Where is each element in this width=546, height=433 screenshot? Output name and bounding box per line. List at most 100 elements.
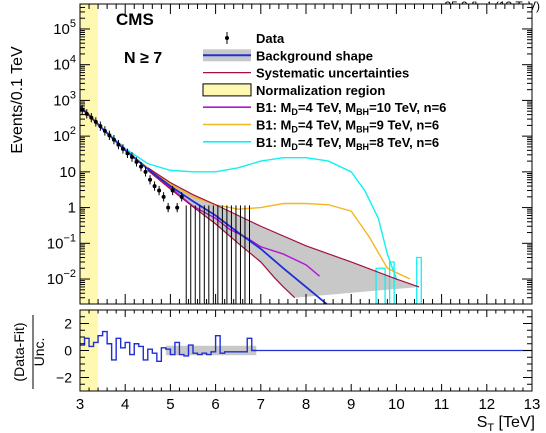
legend-entry-background: Background shape: [203, 48, 373, 63]
data-point: [157, 185, 162, 196]
legend-entry-b1_9: B1: MD=4 TeV, MBH=9 TeV, n=6: [203, 118, 439, 135]
data-point-marker: [152, 184, 157, 189]
ratio-y-tick-label: 0: [64, 343, 72, 359]
x-tick-label: 12: [478, 396, 495, 413]
data-point-marker: [175, 205, 180, 210]
data-point-marker: [93, 119, 98, 124]
legend-label: B1: MD=4 TeV, MBH=9 TeV, n=6: [256, 118, 439, 135]
data-point: [129, 152, 134, 162]
x-tick-label: 10: [388, 396, 405, 413]
signal-spike-1: [388, 261, 395, 304]
data-point-marker: [111, 137, 116, 142]
data-point-marker: [120, 146, 125, 151]
syst-up-line: [147, 167, 420, 288]
ratio-panel: −202 3 4 5 6 7 8 9 10 11 12 13 (Data-Fit) Unc. ST …: [11, 4, 540, 433]
data-point-marker: [148, 177, 153, 182]
data-point: [134, 157, 139, 167]
data-point-marker: [179, 194, 184, 199]
cms-label: CMS: [116, 10, 154, 29]
legend-entry-syst: Systematic uncertainties: [203, 66, 409, 81]
signal-spike-2: [416, 256, 422, 304]
legend-label-part: B1: M: [256, 118, 291, 133]
legend-entry-b1_8: B1: MD=4 TeV, MBH=8 TeV, n=6: [203, 135, 439, 152]
legend-label: B1: MD=4 TeV, MBH=8 TeV, n=6: [256, 135, 439, 152]
y-tick-label: 10−2: [47, 268, 76, 288]
data-point-marker: [166, 205, 171, 210]
systematic-band-fill: [147, 167, 420, 298]
data-point-marker: [98, 124, 103, 129]
legend-label-sub: BH: [356, 142, 369, 152]
data-point: [84, 109, 89, 119]
y-tick-label-exponent: 3: [70, 89, 76, 101]
legend-label: Data: [256, 31, 285, 46]
main-y-axis-label: Events/0.1 TeV: [9, 46, 26, 154]
data-point: [102, 126, 107, 136]
legend-label-part: =4 TeV, M: [298, 118, 356, 133]
x-tick-label: 7: [257, 396, 265, 413]
normalization-region-band: [80, 4, 99, 304]
data-point-marker: [134, 159, 139, 164]
data-point: [111, 134, 116, 145]
legend-label-part: =4 TeV, M: [298, 135, 356, 150]
data-point-marker: [102, 128, 107, 133]
y-tick-label: 103: [53, 89, 76, 109]
x-axis-label-main: S: [477, 414, 488, 431]
legend-label: B1: MD=4 TeV, MBH=10 TeV, n=6: [256, 100, 446, 117]
data-point-marker: [116, 142, 121, 147]
selection-label: N ≥ 7: [124, 50, 162, 67]
y-tick-label: 10: [59, 164, 76, 181]
ratio-y-label-denominator: Unc.: [31, 338, 47, 367]
data-point-marker: [139, 164, 144, 169]
legend-label-part: B1: M: [256, 135, 291, 150]
data-point-marker: [161, 194, 166, 199]
legend-label-part: =4 TeV, M: [298, 100, 356, 115]
x-tick-label: 9: [347, 396, 355, 413]
data-point: [107, 130, 112, 141]
data-point-marker: [89, 115, 94, 120]
y-tick-label-exponent: 5: [70, 18, 76, 30]
legend-swatch-norm-box: [202, 83, 252, 97]
y-tick-label-base: 10: [53, 92, 70, 109]
syst-down-line: [147, 169, 296, 299]
data-point-marker: [107, 133, 112, 138]
data-point: [93, 117, 98, 127]
data-point: [120, 144, 125, 154]
legend: Data Background shape Systematic uncertain…: [202, 31, 446, 152]
x-tick-label: 3: [76, 396, 84, 413]
y-tick-label-base: 10: [47, 235, 64, 252]
y-tick-label-base: 1: [68, 200, 76, 217]
legend-entry-b1_10: B1: MD=4 TeV, MBH=10 TeV, n=6: [203, 100, 446, 117]
x-tick-label: 8: [302, 396, 310, 413]
y-tick-label-exponent: −1: [63, 232, 76, 244]
legend-entry-data: Data: [225, 31, 285, 46]
y-tick-label-base: 10: [53, 57, 70, 74]
legend-entry-norm: Normalization region: [202, 83, 385, 98]
y-tick-label: 104: [53, 54, 76, 74]
signal-curve-b1_8: [80, 106, 398, 280]
data-point: [125, 148, 130, 158]
signal-spike-0: [375, 267, 386, 304]
y-tick-label-exponent: 4: [70, 54, 76, 66]
y-tick-label: 102: [53, 125, 76, 145]
y-tick-label-base: 10: [59, 164, 76, 181]
data-point: [166, 202, 171, 213]
x-tick-label: 4: [121, 396, 129, 413]
legend-label-sub: BH: [356, 125, 369, 135]
ratio-y-label-numerator: (Data-Fit): [11, 322, 27, 381]
legend-swatch-data-marker: [225, 36, 229, 40]
data-point-marker: [84, 111, 89, 116]
data-point: [139, 161, 144, 172]
legend-label-part: =9 TeV, n=6: [369, 118, 439, 133]
data-point-marker: [129, 155, 134, 160]
x-axis-label: ST [TeV]: [477, 414, 535, 433]
x-tick-label: 5: [166, 396, 174, 413]
data-point: [152, 181, 157, 191]
data-point-marker: [143, 169, 148, 174]
x-tick-label: 13: [524, 396, 541, 413]
y-tick-label: 105: [53, 18, 76, 38]
x-tick-label: 11: [434, 396, 450, 413]
data-point: [161, 192, 166, 202]
x-axis-label-unit: [TeV]: [494, 414, 535, 431]
